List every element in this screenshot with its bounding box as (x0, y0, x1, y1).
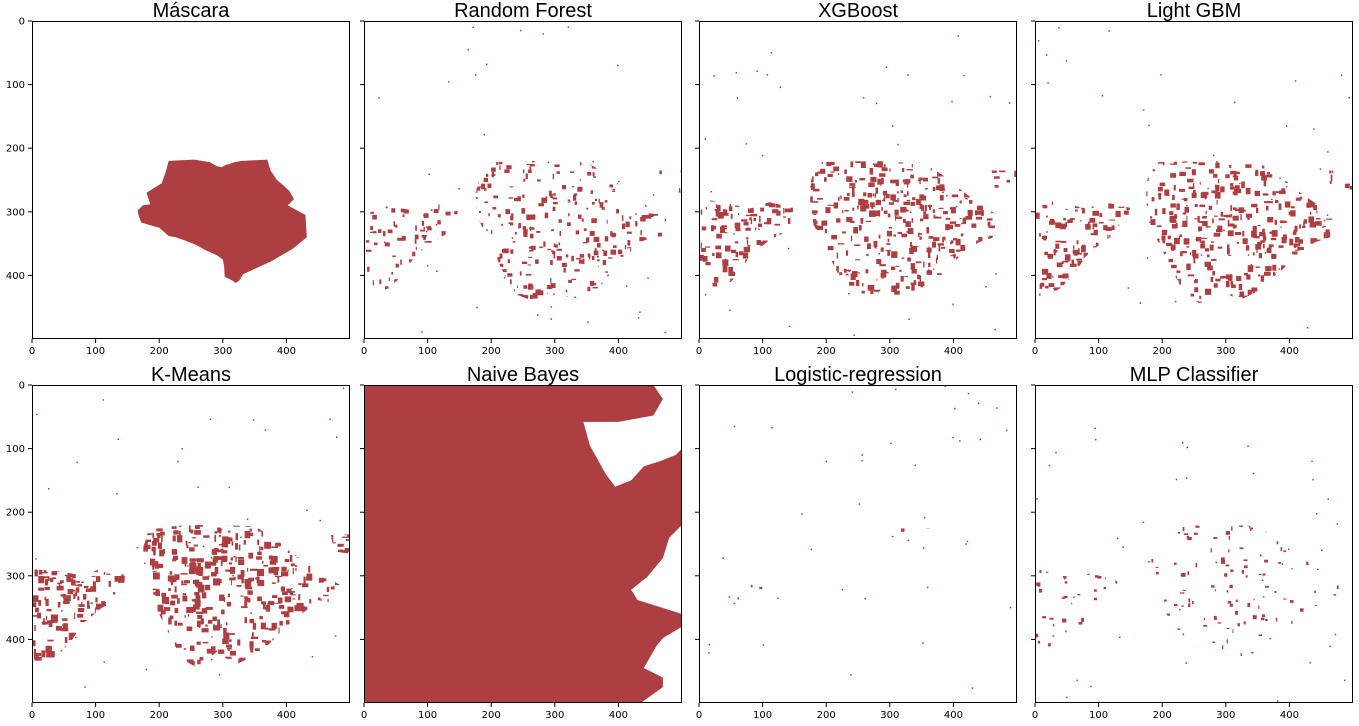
x-tick-label: 0 (29, 710, 35, 721)
mask-area (364, 385, 682, 703)
x-tick-label: 200 (482, 710, 501, 721)
x-tick-label: 200 (1153, 346, 1172, 357)
mask-area (699, 35, 1017, 336)
x-tick-label: 0 (696, 710, 702, 721)
mask-area (137, 159, 307, 283)
y-tick-label: 0 (19, 381, 25, 392)
y-tick-label: 300 (6, 207, 25, 218)
x-tick-label: 100 (753, 710, 772, 721)
panel-title: MLP Classifier (1130, 364, 1259, 386)
y-tick-label: 200 (6, 144, 25, 155)
y-tick-label: 100 (6, 80, 25, 91)
mask-area (1035, 27, 1353, 339)
panel-title: Logistic-regression (774, 364, 942, 386)
mask-speckle (1035, 160, 1353, 304)
x-tick-label: 100 (1089, 346, 1108, 357)
x-tick-label: 300 (213, 346, 232, 357)
x-tick-label: 100 (418, 346, 437, 357)
x-tick-label: 200 (150, 346, 169, 357)
y-tick-label: 0 (19, 17, 25, 28)
x-tick-label: 300 (880, 346, 899, 357)
x-tick-label: 400 (609, 346, 628, 357)
x-tick-label: 100 (86, 710, 105, 721)
x-tick-label: 0 (1032, 346, 1038, 357)
panel: Random Forest 0 100 200 300 400 (360, 0, 682, 357)
x-tick-label: 300 (545, 346, 564, 357)
mask-region (364, 385, 682, 703)
mask-speckle (1035, 523, 1341, 662)
axes-frame (699, 21, 1017, 339)
x-tick-label: 300 (880, 710, 899, 721)
axes-frame (364, 21, 682, 339)
y-tick-label: 400 (6, 635, 25, 646)
x-tick-label: 200 (482, 346, 501, 357)
panel-title: Máscara (153, 0, 231, 22)
x-tick-label: 300 (545, 710, 564, 721)
mask-area (1035, 427, 1346, 702)
panel-title: K-Means (151, 364, 231, 386)
mask-region (137, 159, 307, 283)
mask-speckle (699, 528, 934, 612)
panel: MLP Classifier 0 100 200 300 400 (1031, 364, 1353, 721)
mask-speckle (32, 524, 350, 668)
panel-title: Random Forest (454, 0, 592, 22)
y-tick-label: 200 (6, 508, 25, 519)
x-tick-label: 0 (29, 346, 35, 357)
x-tick-label: 300 (1216, 346, 1235, 357)
panel: Light GBM 0 100 200 300 400 (1031, 0, 1353, 357)
panel-title: Naive Bayes (467, 364, 579, 386)
mask-speckle (699, 160, 1017, 304)
x-tick-label: 100 (418, 710, 437, 721)
x-tick-label: 100 (753, 346, 772, 357)
mask-area (364, 26, 682, 334)
y-tick-label: 100 (6, 444, 25, 455)
panel: XGBoost 0 100 200 300 400 (695, 0, 1017, 357)
x-tick-label: 400 (1280, 710, 1299, 721)
x-tick-label: 0 (696, 346, 702, 357)
panel: Máscara 0 100 200 300 400 0 100 200 300 400 (6, 0, 350, 357)
x-tick-label: 0 (1032, 710, 1038, 721)
axes-frame (32, 21, 350, 339)
mask-area (32, 387, 350, 703)
axes-frame (1035, 385, 1353, 703)
x-tick-label: 300 (1216, 710, 1235, 721)
x-tick-label: 100 (86, 346, 105, 357)
panel: K-Means 0 100 200 300 400 0 100 200 300 400 (6, 364, 350, 721)
x-tick-label: 400 (944, 346, 963, 357)
axes-frame (1035, 21, 1353, 339)
x-tick-label: 100 (1089, 710, 1108, 721)
x-tick-label: 200 (150, 710, 169, 721)
x-tick-label: 400 (277, 346, 296, 357)
panel-title: Light GBM (1147, 0, 1241, 22)
x-tick-label: 400 (277, 710, 296, 721)
x-tick-label: 200 (1153, 710, 1172, 721)
panel: Logistic-regression 0 100 200 300 400 (695, 364, 1017, 721)
x-tick-label: 200 (817, 710, 836, 721)
axes-frame (32, 385, 350, 703)
y-tick-label: 300 (6, 571, 25, 582)
panel-title: XGBoost (818, 0, 898, 22)
axes-frame (364, 385, 682, 703)
mask-speckle (364, 160, 682, 303)
x-tick-label: 0 (361, 710, 367, 721)
x-tick-label: 300 (213, 710, 232, 721)
x-tick-label: 200 (817, 346, 836, 357)
axes-frame (699, 385, 1017, 703)
mask-area (699, 385, 1012, 689)
x-tick-label: 400 (1280, 346, 1299, 357)
x-tick-label: 400 (944, 710, 963, 721)
y-tick-label: 400 (6, 271, 25, 282)
x-tick-label: 400 (609, 710, 628, 721)
x-tick-label: 0 (361, 346, 367, 357)
panel: Naive Bayes 0 100 200 300 400 (360, 364, 682, 721)
